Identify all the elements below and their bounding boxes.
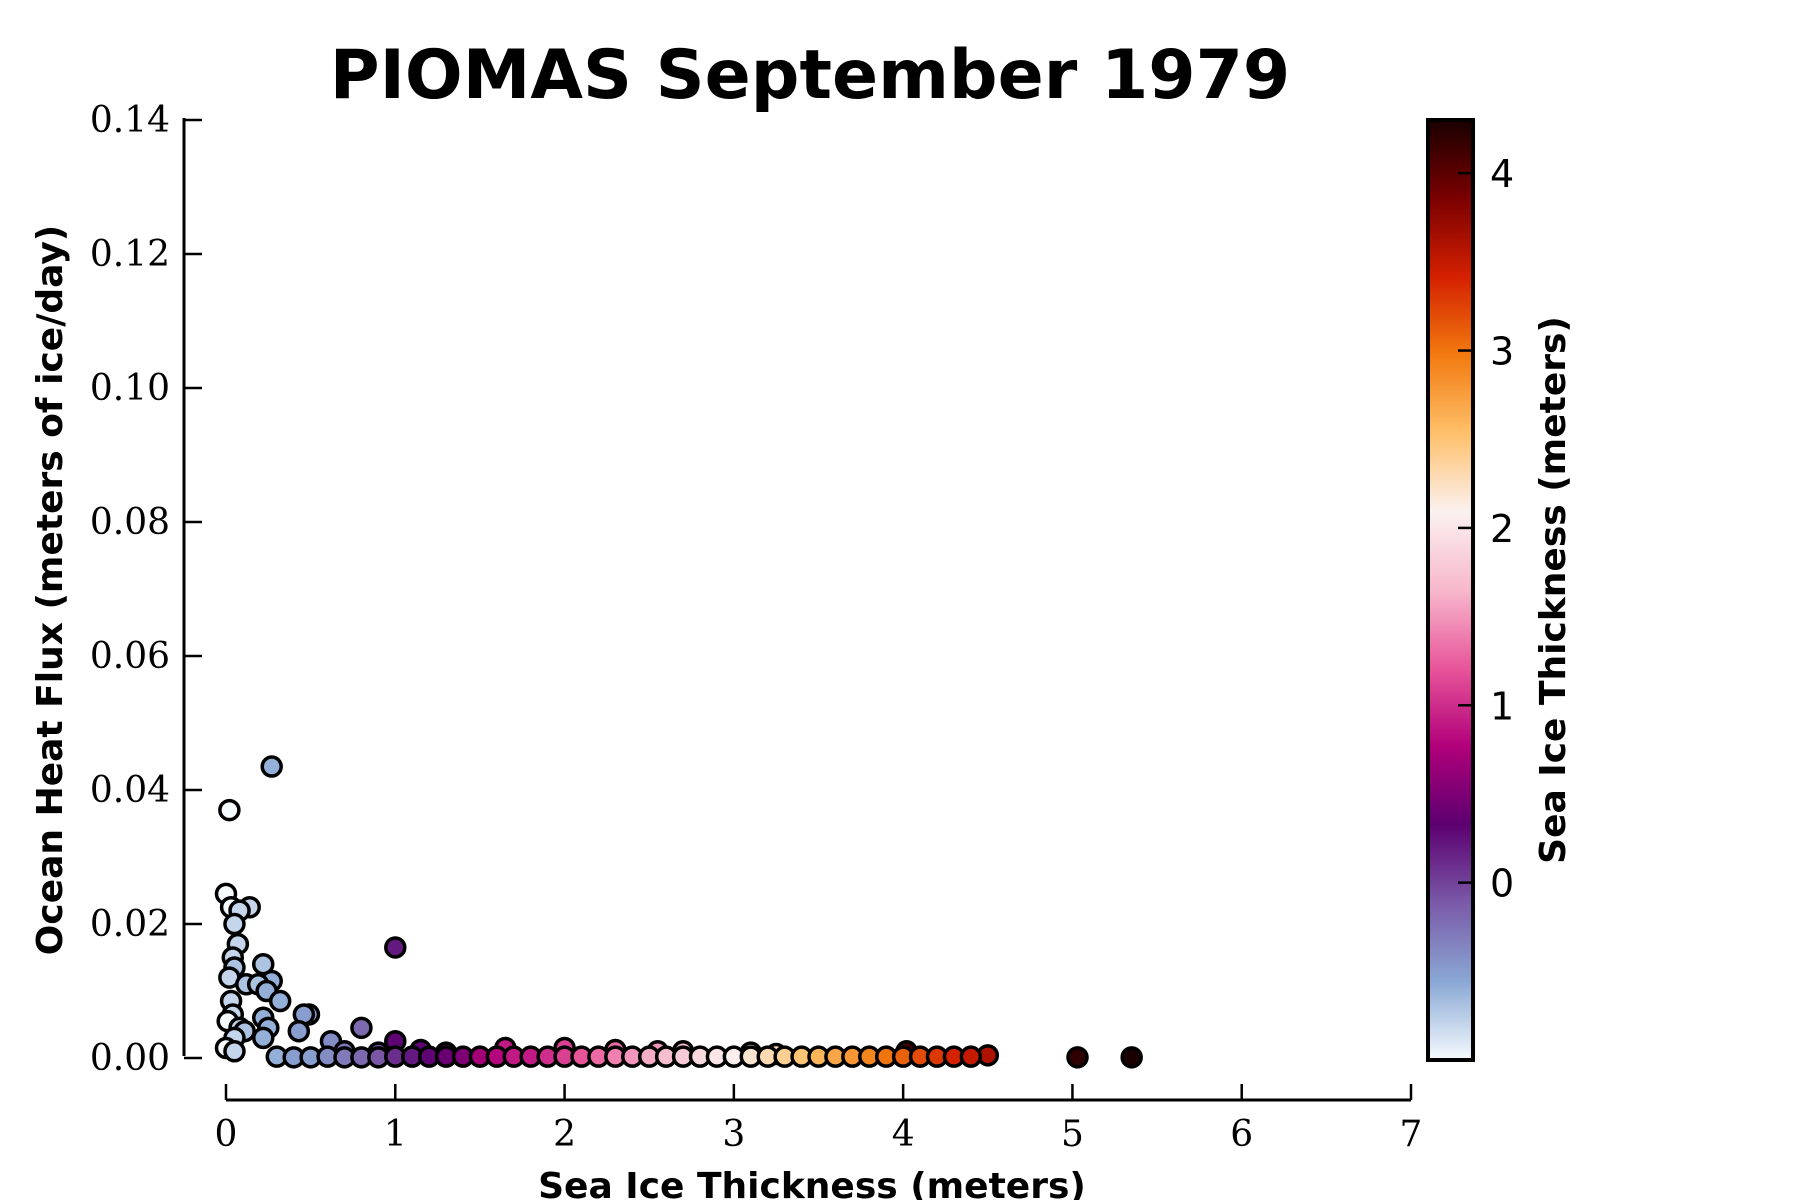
x-tick-label: 7 [1400,1114,1423,1155]
y-ticks: 0.00 0.02 0.04 0.06 0.08 0.10 0.12 0.14 [90,100,202,1079]
x-tick-label: 5 [1061,1114,1084,1155]
colorbar-tick-label: 3 [1490,330,1514,374]
y-tick-label: 0.04 [90,770,170,811]
x-axis: 0 1 2 3 4 5 6 7 [215,1084,1423,1155]
x-tick-label: 3 [722,1114,745,1155]
colorbar-label: Sea Ice Thickness (meters) [1533,316,1574,864]
y-tick-label: 0.02 [90,904,170,945]
colorbar: 0 1 2 3 4 Sea Ice Thickness (meters) [1426,118,1574,1062]
y-tick-label: 0.14 [90,100,170,141]
y-tick-label: 0.12 [90,234,170,275]
y-tick-label: 0.10 [90,368,170,409]
scatter-point [260,755,283,778]
colorbar-tick-label: 4 [1490,152,1514,196]
y-tick-label: 0.00 [90,1038,170,1079]
scatter-point [223,912,246,936]
x-tick-label: 6 [1230,1114,1253,1155]
y-tick-label: 0.08 [90,502,170,543]
scatter-point [959,1045,983,1068]
x-tick-label: 0 [215,1114,238,1155]
scatter-points [214,755,1143,1069]
chart-title: PIOMAS September 1979 [330,36,1290,115]
scatter-point [287,1019,311,1043]
scatter-point [350,1016,373,1040]
scatter-point [218,798,241,822]
scatter-point [223,1040,246,1063]
colorbar-tick-label: 0 [1490,862,1514,906]
y-axis: 0.00 0.02 0.04 0.06 0.08 0.10 0.12 0.14 [90,100,202,1079]
scatter-point [384,936,407,959]
scatter-point [1120,1046,1143,1069]
x-ticks: 0 1 2 3 4 5 6 7 [215,1084,1423,1155]
scatter-point [268,989,292,1013]
colorbar-ticks: 0 1 2 3 4 [1458,152,1514,906]
y-axis-label: Ocean Heat Flux (meters of ice/day) [30,225,71,955]
x-tick-label: 2 [553,1114,576,1155]
x-axis-label: Sea Ice Thickness (meters) [538,1166,1086,1200]
colorbar-tick-label: 2 [1490,507,1514,551]
x-tick-label: 4 [892,1114,915,1155]
colorbar-gradient [1426,118,1475,1062]
y-tick-label: 0.06 [90,636,170,677]
scatter-point [1066,1046,1089,1069]
colorbar-tick-label: 1 [1490,684,1514,728]
scatter-point [251,1026,275,1050]
x-tick-label: 1 [384,1114,407,1155]
